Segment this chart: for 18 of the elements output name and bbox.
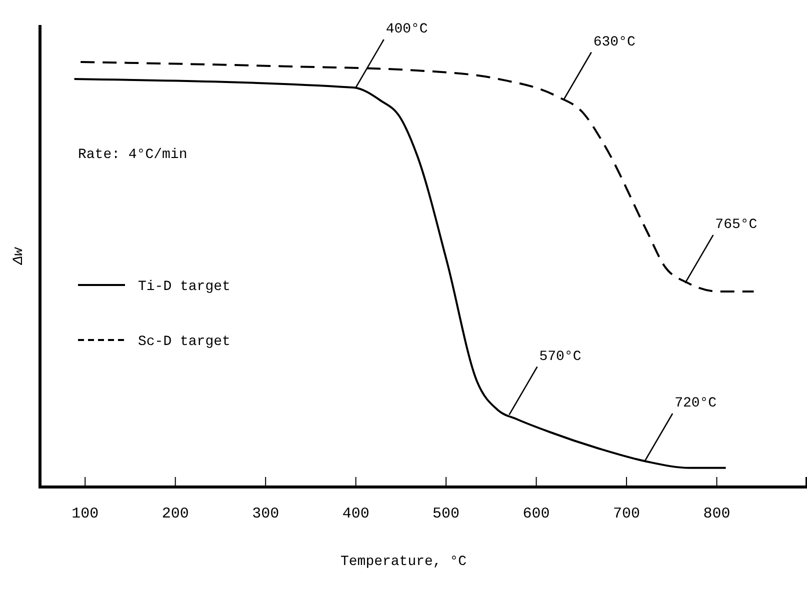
x-tick-label: 800 <box>703 506 730 523</box>
x-tick-label: 200 <box>162 506 189 523</box>
x-axis-title: Temperature, °C <box>340 554 467 570</box>
x-tick-label: 700 <box>613 506 640 523</box>
x-tick-label: 600 <box>522 506 550 523</box>
annotation: 630°C <box>593 34 636 50</box>
legend-label: Sc-D target <box>138 334 230 350</box>
annotation: 570°C <box>539 348 582 365</box>
legend-label: Ti-D target <box>138 279 230 295</box>
x-tick-label: 500 <box>432 506 460 523</box>
annotation: 720°C <box>674 396 717 412</box>
annotation: 400°C <box>386 22 428 38</box>
x-tick-label: 400 <box>342 506 370 523</box>
x-tick-label: 100 <box>72 506 99 523</box>
annotation: 765°C <box>715 217 758 233</box>
annotation: Rate: 4°C/min <box>78 147 188 163</box>
x-tick-label: 300 <box>252 506 280 523</box>
y-axis-title: Δw <box>11 247 27 266</box>
